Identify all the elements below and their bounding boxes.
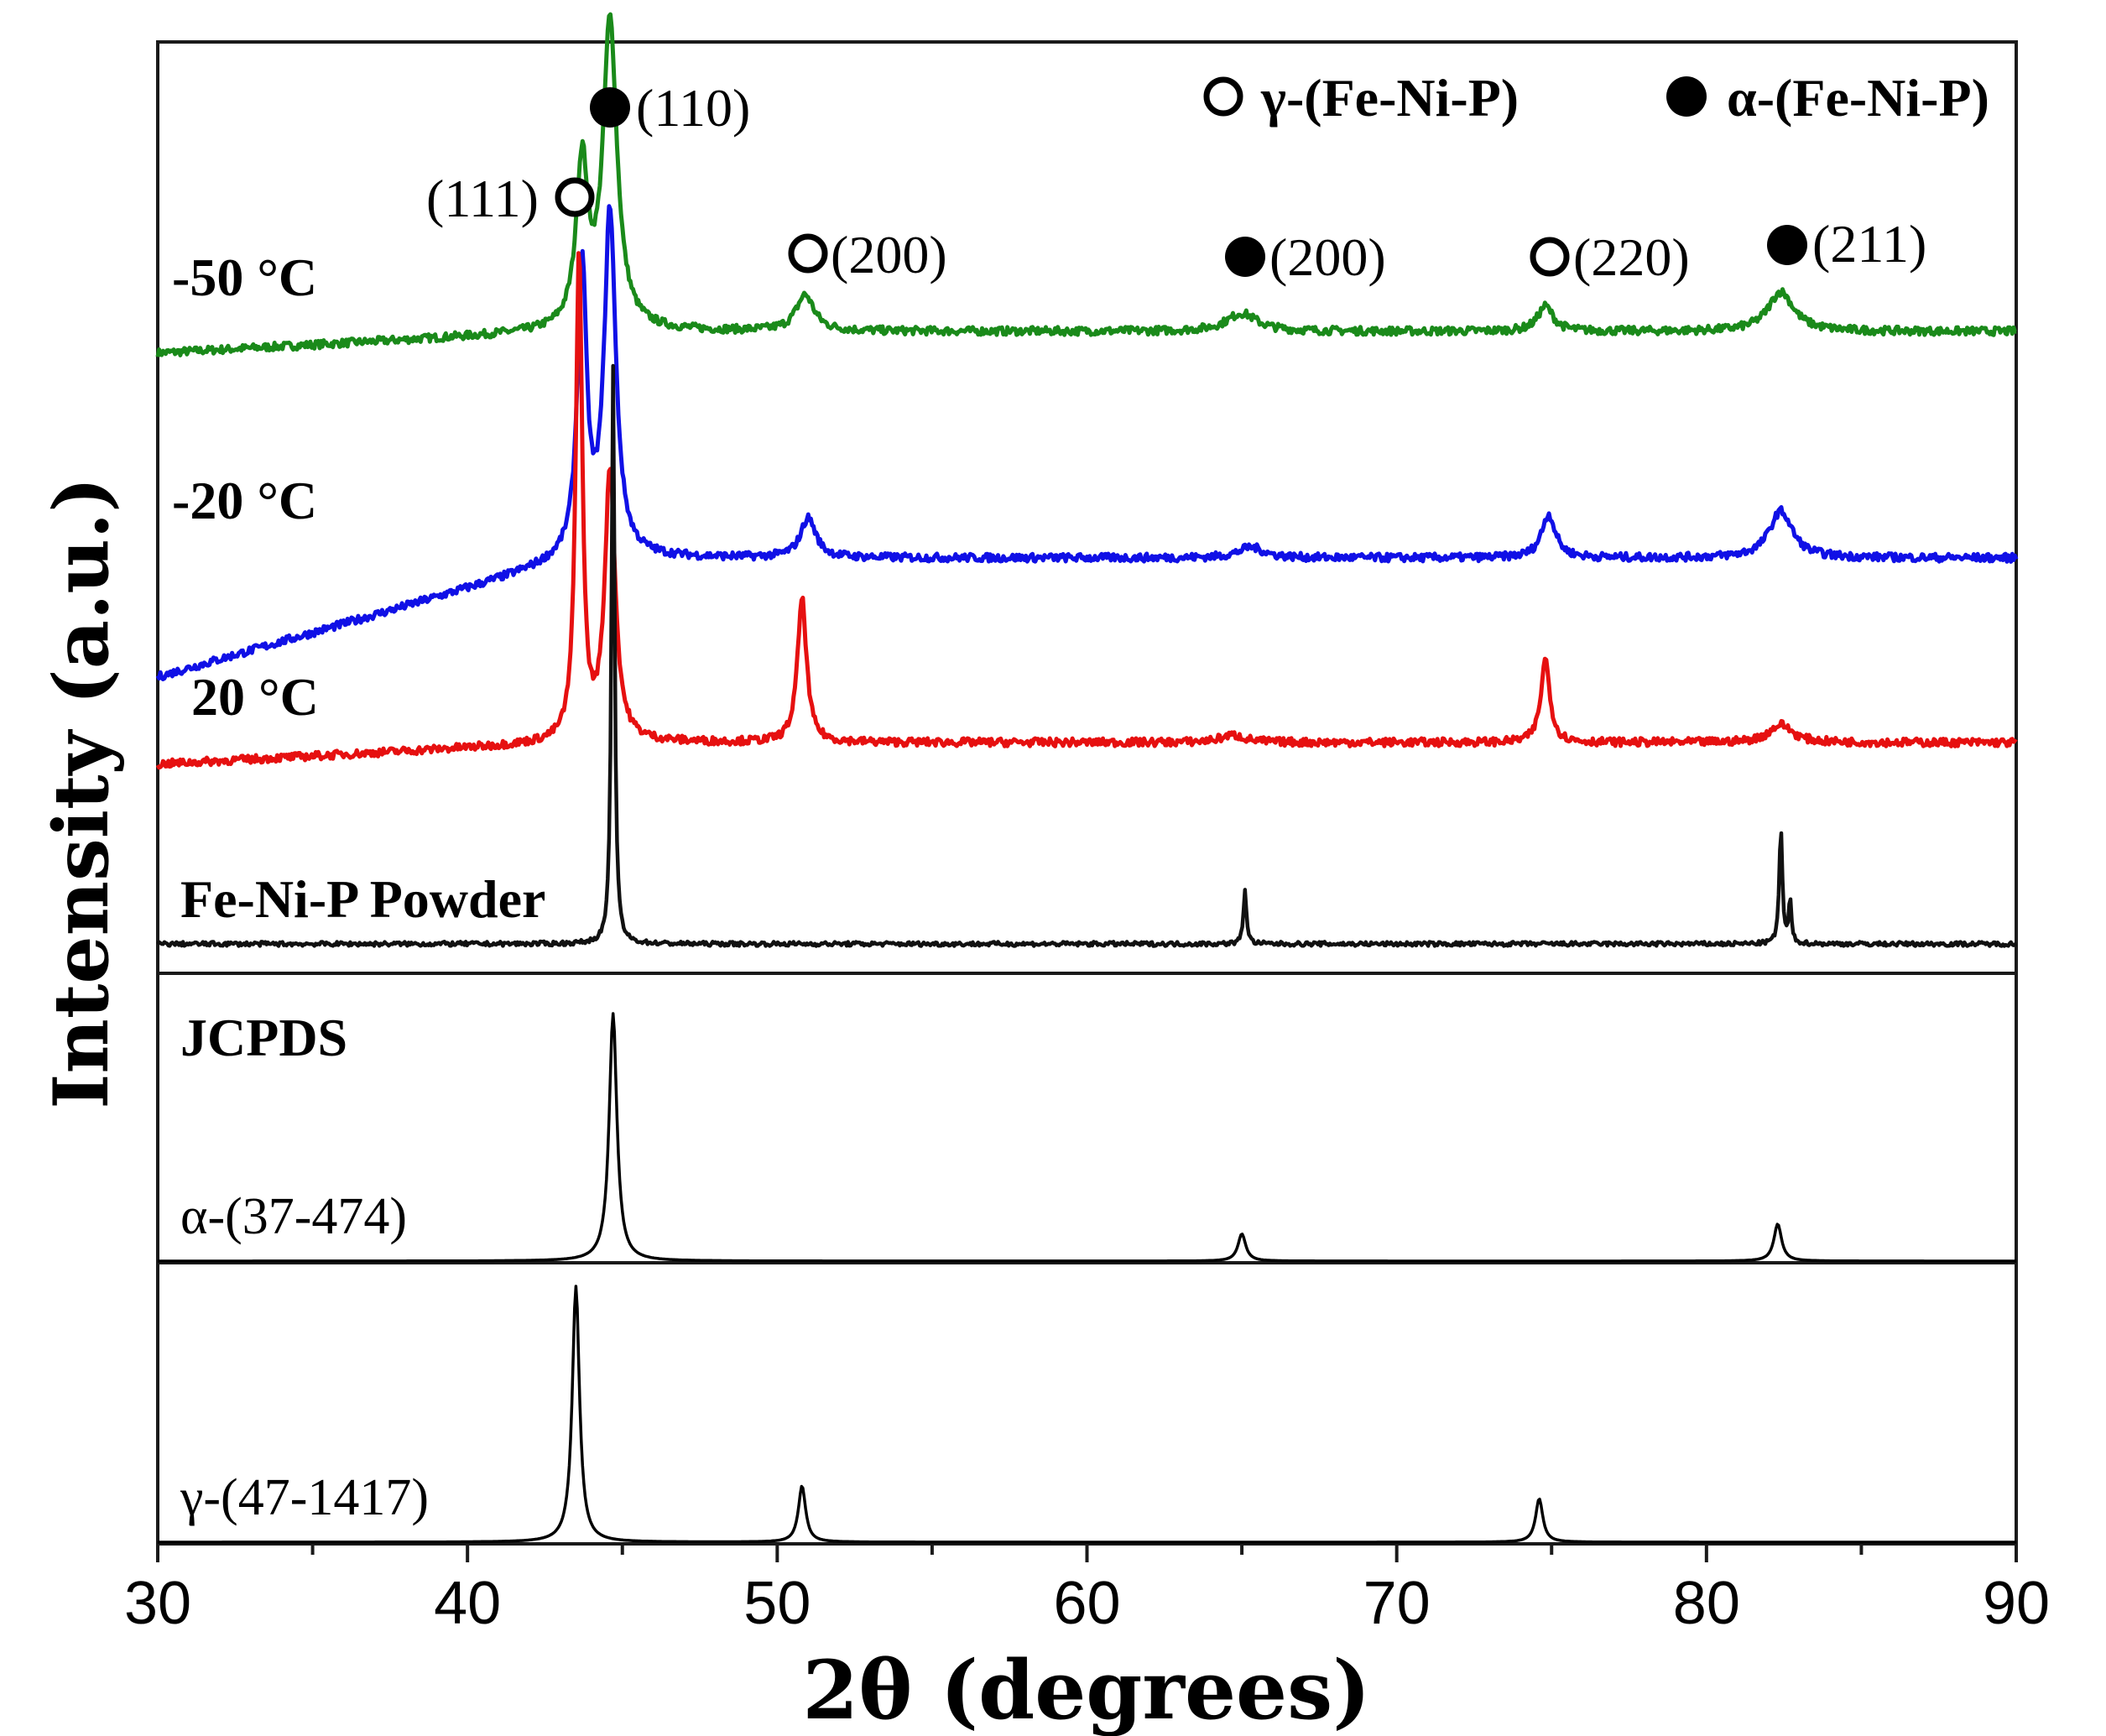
jcpds-gamma-label: γ-(47-1417)	[180, 1469, 429, 1526]
annotation-211-marker	[1767, 225, 1807, 265]
x-tick-label: 60	[1053, 1570, 1120, 1637]
legend-gamma-marker	[1203, 76, 1243, 117]
x-tick-label: 90	[1983, 1570, 2050, 1637]
series-label-20c: 20 °C	[191, 667, 319, 727]
x-axis-label: 2θ (degrees)	[802, 1643, 1370, 1736]
x-tick-label: 80	[1673, 1570, 1740, 1637]
annotation-111-label: (111)	[426, 169, 539, 228]
series-label-minus-20c: -20 °C	[172, 471, 317, 530]
trace-20c	[155, 251, 2018, 770]
annotation-211-label: (211)	[1812, 214, 1926, 274]
series-label-minus-50c: -50 °C	[172, 248, 317, 307]
annotation-alpha-200-marker	[1225, 237, 1265, 277]
legend-gamma-label: γ-(Fe-Ni-P)	[1260, 68, 1519, 128]
x-tick-label: 40	[434, 1570, 501, 1637]
jcpds-alpha-panel-frame	[156, 972, 2018, 1264]
x-axis-ticks: 30 40 50 60 70 80 90	[124, 1544, 2050, 1637]
x-tick-label: 30	[124, 1570, 191, 1637]
legend-alpha-label: α-(Fe-Ni-P)	[1727, 68, 1989, 128]
trace-fe-ni-p-powder	[156, 363, 2017, 948]
annotation-110-label: (110)	[636, 78, 750, 138]
annotation-alpha-200-label: (200)	[1269, 227, 1386, 287]
trace-minus-50c	[155, 12, 2017, 357]
annotation-110-marker	[590, 87, 630, 128]
y-axis-label: Intensity (a.u.)	[37, 477, 126, 1108]
annotation-220-label: (220)	[1573, 227, 1690, 287]
series-label-powder: Fe-Ni-P Powder	[180, 869, 545, 929]
annotation-220-marker	[1530, 237, 1570, 277]
annotation-gamma-200-label: (200)	[831, 225, 947, 284]
legend-alpha-marker	[1666, 76, 1707, 117]
x-tick-label: 50	[743, 1570, 811, 1637]
trace-jcpds-alpha	[157, 1012, 2017, 1263]
annotation-gamma-200-marker	[788, 233, 828, 274]
x-tick-label: 70	[1363, 1570, 1431, 1637]
annotation-111-marker	[555, 177, 595, 217]
trace-minus-20c	[155, 204, 2019, 681]
trace-jcpds-gamma	[157, 1285, 2017, 1544]
jcpds-gamma-panel-frame	[156, 1261, 2018, 1546]
jcpds-header: JCPDS	[180, 1008, 347, 1067]
jcpds-alpha-label: α-(37-474)	[180, 1188, 407, 1245]
